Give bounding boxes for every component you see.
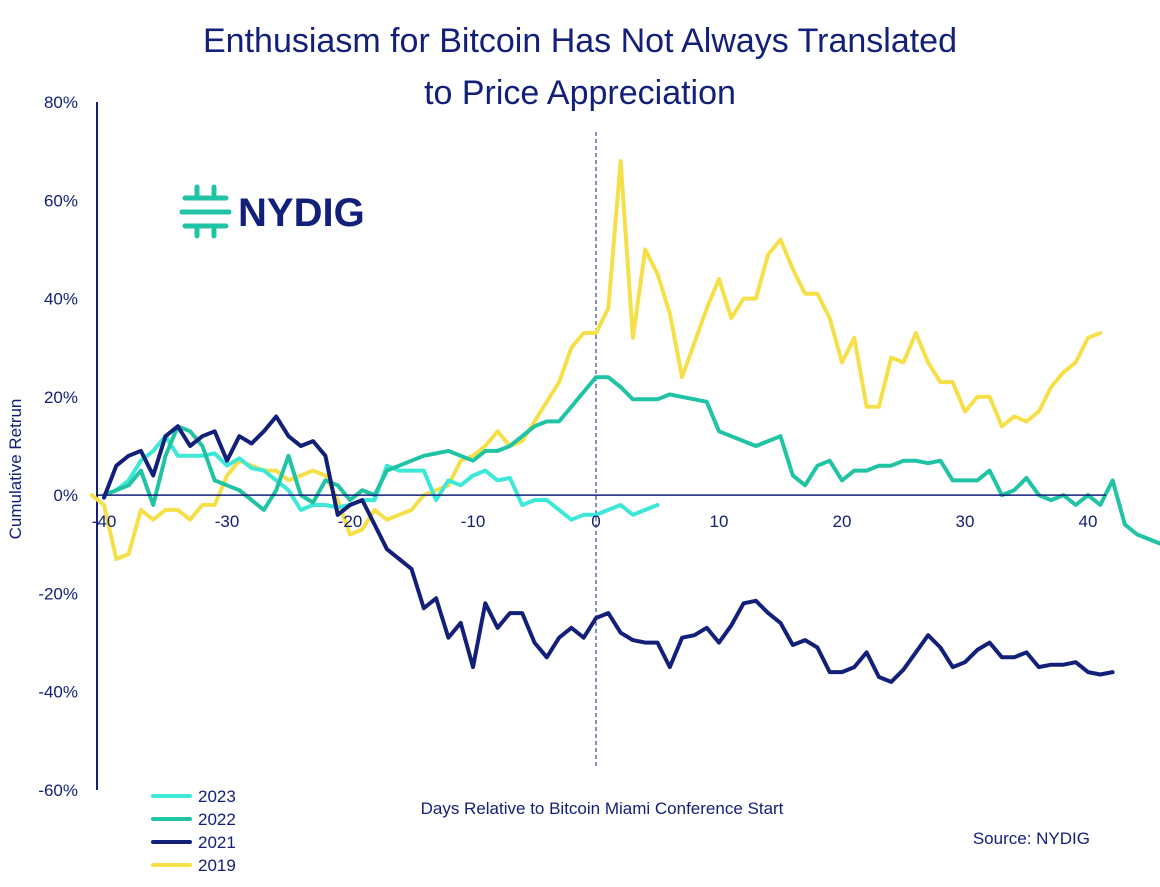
y-tick-label: 40% (44, 290, 78, 309)
chart-title-line-1: Enthusiasm for Bitcoin Has Not Always Tr… (203, 22, 957, 60)
y-tick-label: 20% (44, 388, 78, 407)
x-tick-label: -20 (338, 512, 363, 531)
y-tick-label: -40% (38, 683, 78, 702)
y-axis-label: Cumulative Retrun (6, 399, 25, 540)
series-line-2021 (102, 414, 1115, 684)
plot-area: 80% 60% 40% 20% 0% -20% -40% -60% -40 -30 -20 -10 0 1… (38, 93, 1160, 800)
y-tick-label: -60% (38, 781, 78, 800)
x-axis-label: Days Relative to Bitcoin Miami Conferenc… (421, 799, 784, 818)
legend-label-2021: 2021 (198, 833, 236, 852)
chart-title-line-2: to Price Appreciation (424, 74, 736, 112)
y-tick-label: 60% (44, 191, 78, 210)
y-tick-label: 0% (53, 486, 78, 505)
nydig-logo-text: NYDIG (238, 191, 365, 235)
x-tick-label: 10 (710, 512, 729, 531)
legend: 2023 2022 2021 2019 (151, 787, 236, 875)
legend-label-2022: 2022 (198, 810, 236, 829)
series-line-2023 (102, 434, 660, 522)
y-tick-label: 80% (44, 93, 78, 112)
y-tick-label: -20% (38, 584, 78, 603)
legend-label-2019: 2019 (198, 856, 236, 875)
series-line-2022 (102, 375, 1160, 546)
x-tick-label: 40 (1079, 512, 1098, 531)
x-tick-label: 20 (833, 512, 852, 531)
x-tick-label: -30 (215, 512, 240, 531)
nydig-logo: NYDIG (179, 184, 365, 239)
x-tick-label: 0 (591, 512, 600, 531)
x-tick-label: -40 (92, 512, 117, 531)
x-tick-label: 30 (956, 512, 975, 531)
source-note: Source: NYDIG (973, 829, 1090, 848)
legend-label-2023: 2023 (198, 787, 236, 806)
nydig-logo-icon (179, 184, 232, 239)
x-tick-label: -10 (461, 512, 486, 531)
